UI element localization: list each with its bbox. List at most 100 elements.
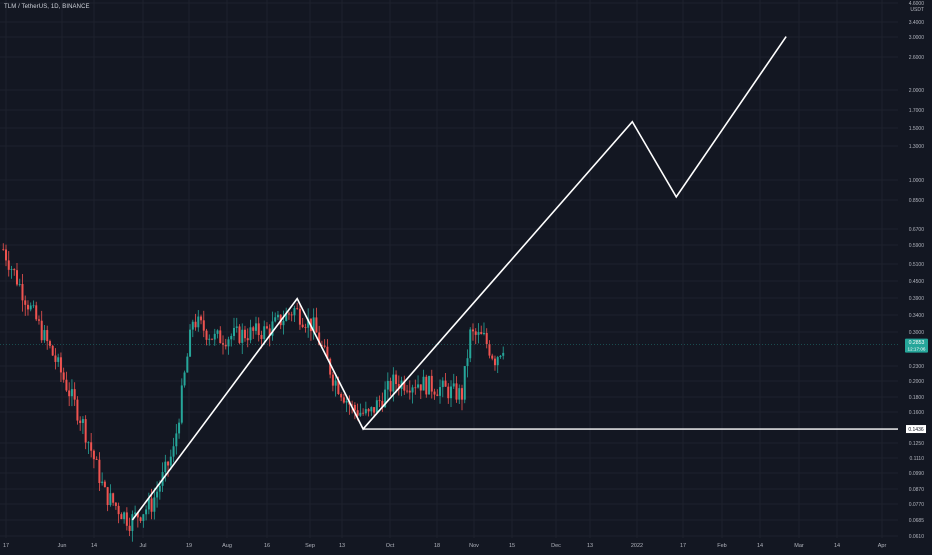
candle-body <box>145 509 147 514</box>
candle-body <box>453 383 455 386</box>
candle-body <box>217 330 219 333</box>
candle-body <box>32 305 34 306</box>
candle-body <box>417 384 419 387</box>
candle-body <box>390 381 392 392</box>
y-tick-label: 0.2000 <box>909 379 925 385</box>
candle-body <box>241 330 243 343</box>
current-price-label: 0.2853 <box>909 340 925 346</box>
x-tick-label: 14 <box>91 543 97 549</box>
candle-body <box>406 391 408 392</box>
candle-body <box>200 317 202 321</box>
candle-body <box>27 305 29 310</box>
candle-body <box>244 330 246 338</box>
price-axis[interactable]: 4.6000USDT3.40003.00002.60002.00001.7000… <box>0 1 928 540</box>
candle-body <box>483 333 485 334</box>
candle-body <box>233 328 235 336</box>
grid <box>0 0 898 538</box>
candle-body <box>167 462 169 466</box>
candle-body <box>260 335 262 339</box>
y-tick-label: 0.0870 <box>909 487 925 493</box>
x-tick-label: 17 <box>3 543 9 549</box>
horizontal-line[interactable]: 0.1436 <box>363 425 926 433</box>
candle-body <box>450 386 452 398</box>
candle-body <box>370 407 372 411</box>
candle-body <box>255 323 257 330</box>
projection-path[interactable] <box>132 37 786 520</box>
candle-body <box>120 514 122 519</box>
candle-body <box>423 377 425 391</box>
candle-body <box>115 503 117 506</box>
candle-body <box>175 433 177 446</box>
candle-body <box>49 341 51 346</box>
candle-body <box>35 305 37 319</box>
candle-body <box>442 381 444 387</box>
candle-body <box>494 359 496 366</box>
candle-body <box>469 329 471 358</box>
candle-body <box>445 381 447 387</box>
candle-body <box>159 486 161 492</box>
candle-body <box>192 322 194 330</box>
y-tick-label: 2.6000 <box>909 55 925 61</box>
candle-body <box>228 339 230 346</box>
y-tick-label: 1.7000 <box>909 108 925 114</box>
x-tick-label: 17 <box>680 543 686 549</box>
candle-body <box>387 381 389 390</box>
y-tick-label: 0.6700 <box>909 227 925 233</box>
y-tick-label: USDT <box>910 7 924 13</box>
candle-body <box>414 387 416 388</box>
candle-body <box>107 487 109 505</box>
y-tick-label: 3.0000 <box>909 35 925 41</box>
candle-body <box>87 442 89 443</box>
candle-body <box>392 375 394 392</box>
candle-body <box>249 327 251 340</box>
candle-body <box>230 336 232 339</box>
x-tick-label: Jun <box>58 543 67 549</box>
x-tick-label: 15 <box>509 543 515 549</box>
candle-body <box>164 462 166 472</box>
candle-body <box>118 506 120 514</box>
candle-body <box>24 300 26 304</box>
candle-body <box>178 423 180 434</box>
candle-body <box>357 410 359 415</box>
candle-body <box>376 400 378 412</box>
candle-body <box>299 309 301 325</box>
candle-body <box>131 514 133 531</box>
candle-body <box>211 339 213 340</box>
y-tick-label: 0.3900 <box>909 296 925 302</box>
candle-body <box>431 376 433 392</box>
candle-body <box>439 387 441 396</box>
y-tick-label: 0.5900 <box>909 243 925 249</box>
y-tick-label: 1.0000 <box>909 178 925 184</box>
candle-body <box>41 321 43 341</box>
candle-body <box>296 308 298 309</box>
candle-body <box>379 400 381 401</box>
candle-body <box>373 407 375 413</box>
y-tick-label: 0.1250 <box>909 441 925 447</box>
x-tick-label: Apr <box>878 543 887 549</box>
candle-body <box>412 387 414 392</box>
candle-body <box>85 419 87 442</box>
countdown-label: 12:17:06 <box>908 347 926 352</box>
candle-body <box>60 357 62 372</box>
candle-body <box>247 338 249 340</box>
candle-body <box>101 482 103 483</box>
x-tick-label: 18 <box>434 543 440 549</box>
y-tick-label: 0.1600 <box>909 410 925 416</box>
candle-body <box>236 326 238 328</box>
candle-body <box>63 372 65 379</box>
y-tick-label: 1.3000 <box>909 144 925 150</box>
candle-body <box>140 517 142 521</box>
x-tick-label: 13 <box>587 543 593 549</box>
candle-body <box>486 333 488 344</box>
candle-body <box>436 395 438 396</box>
y-tick-label: 0.4500 <box>909 279 925 285</box>
candle-body <box>266 326 268 328</box>
x-tick-label: Mar <box>794 543 804 549</box>
candle-body <box>156 492 158 498</box>
candle-body <box>173 446 175 456</box>
candle-body <box>57 357 59 362</box>
projection-zigzag[interactable] <box>132 37 786 520</box>
